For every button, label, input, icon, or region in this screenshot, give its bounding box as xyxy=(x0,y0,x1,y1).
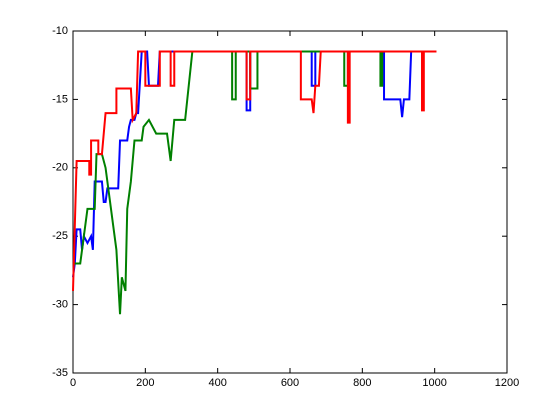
x-tick-label: 1000 xyxy=(422,377,446,389)
series-line xyxy=(73,50,421,315)
x-tick-label: 1200 xyxy=(495,377,519,389)
plot-frame xyxy=(72,30,508,374)
x-tick-label: 200 xyxy=(136,377,154,389)
y-tick-label: -15 xyxy=(52,93,68,105)
x-tick-label: 800 xyxy=(353,377,371,389)
x-tick-label: 400 xyxy=(208,377,226,389)
x-tick-label: 600 xyxy=(281,377,299,389)
series-line xyxy=(72,50,437,291)
x-tick-label: 0 xyxy=(70,377,76,389)
y-tick-label: -35 xyxy=(52,367,68,379)
y-tick-label: -20 xyxy=(52,162,68,174)
y-tick-label: -25 xyxy=(52,230,68,242)
y-tick-label: -30 xyxy=(52,299,68,311)
y-tick-label: -10 xyxy=(52,25,68,37)
